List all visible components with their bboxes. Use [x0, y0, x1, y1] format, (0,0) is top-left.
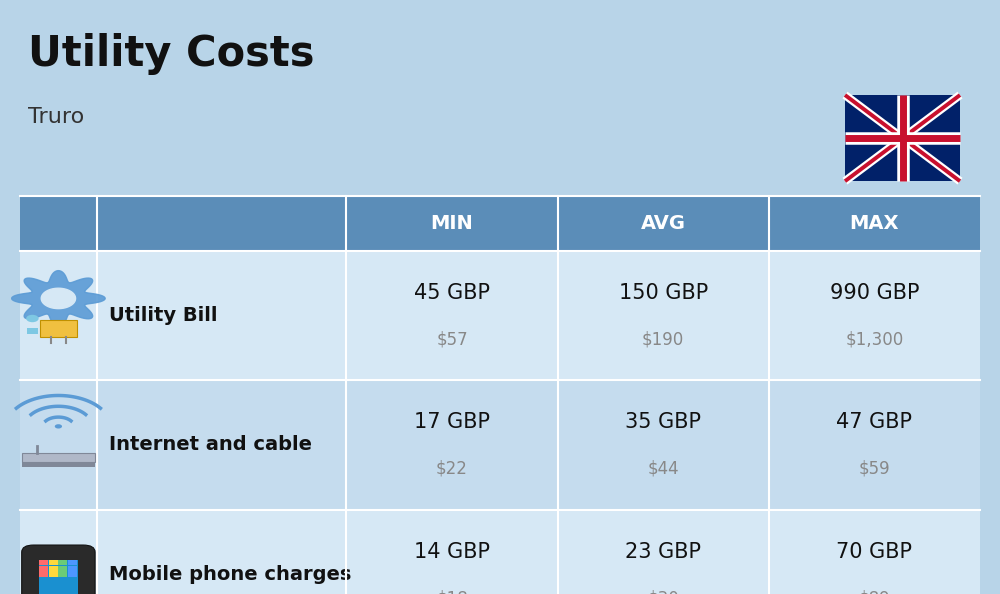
Text: $30: $30 — [647, 589, 679, 594]
Text: MAX: MAX — [850, 214, 899, 233]
Text: Utility Costs: Utility Costs — [28, 33, 314, 75]
Text: $190: $190 — [642, 330, 684, 348]
Text: 150 GBP: 150 GBP — [619, 283, 708, 303]
Bar — [58, 571, 67, 577]
Bar — [22, 462, 95, 467]
Text: $44: $44 — [647, 460, 679, 478]
Text: Internet and cable: Internet and cable — [109, 435, 312, 454]
Text: 23 GBP: 23 GBP — [625, 542, 701, 562]
Text: 14 GBP: 14 GBP — [414, 542, 490, 562]
Bar — [68, 560, 77, 565]
Text: MIN: MIN — [431, 214, 473, 233]
Bar — [39, 560, 78, 594]
Polygon shape — [41, 288, 76, 309]
Text: 70 GBP: 70 GBP — [836, 542, 912, 562]
Text: $22: $22 — [436, 460, 468, 478]
Text: Truro: Truro — [28, 107, 84, 127]
Text: Mobile phone charges: Mobile phone charges — [109, 565, 351, 584]
Bar — [40, 320, 77, 337]
Text: AVG: AVG — [641, 214, 686, 233]
Bar — [20, 251, 980, 380]
Circle shape — [26, 315, 39, 322]
Text: $57: $57 — [436, 330, 468, 348]
Circle shape — [55, 424, 62, 428]
Bar — [49, 571, 58, 577]
Bar — [68, 571, 77, 577]
Text: $59: $59 — [859, 460, 890, 478]
FancyBboxPatch shape — [22, 545, 95, 594]
Text: 45 GBP: 45 GBP — [414, 283, 490, 303]
Bar — [845, 95, 960, 181]
Bar — [58, 560, 67, 565]
Text: $1,300: $1,300 — [845, 330, 904, 348]
Text: $89: $89 — [859, 589, 890, 594]
Bar — [27, 328, 38, 334]
Bar — [58, 566, 67, 571]
Text: 47 GBP: 47 GBP — [836, 412, 912, 432]
Text: 35 GBP: 35 GBP — [625, 412, 701, 432]
Bar — [49, 560, 58, 565]
Bar — [68, 566, 77, 571]
Bar — [39, 566, 48, 571]
Bar — [20, 380, 980, 510]
Polygon shape — [12, 271, 105, 326]
Text: Utility Bill: Utility Bill — [109, 306, 217, 325]
Bar — [22, 453, 95, 462]
Bar — [20, 196, 980, 251]
Bar — [49, 566, 58, 571]
Bar — [39, 560, 48, 565]
Bar — [39, 571, 48, 577]
Text: 990 GBP: 990 GBP — [830, 283, 919, 303]
Text: $18: $18 — [436, 589, 468, 594]
Text: 17 GBP: 17 GBP — [414, 412, 490, 432]
Bar — [20, 510, 980, 594]
